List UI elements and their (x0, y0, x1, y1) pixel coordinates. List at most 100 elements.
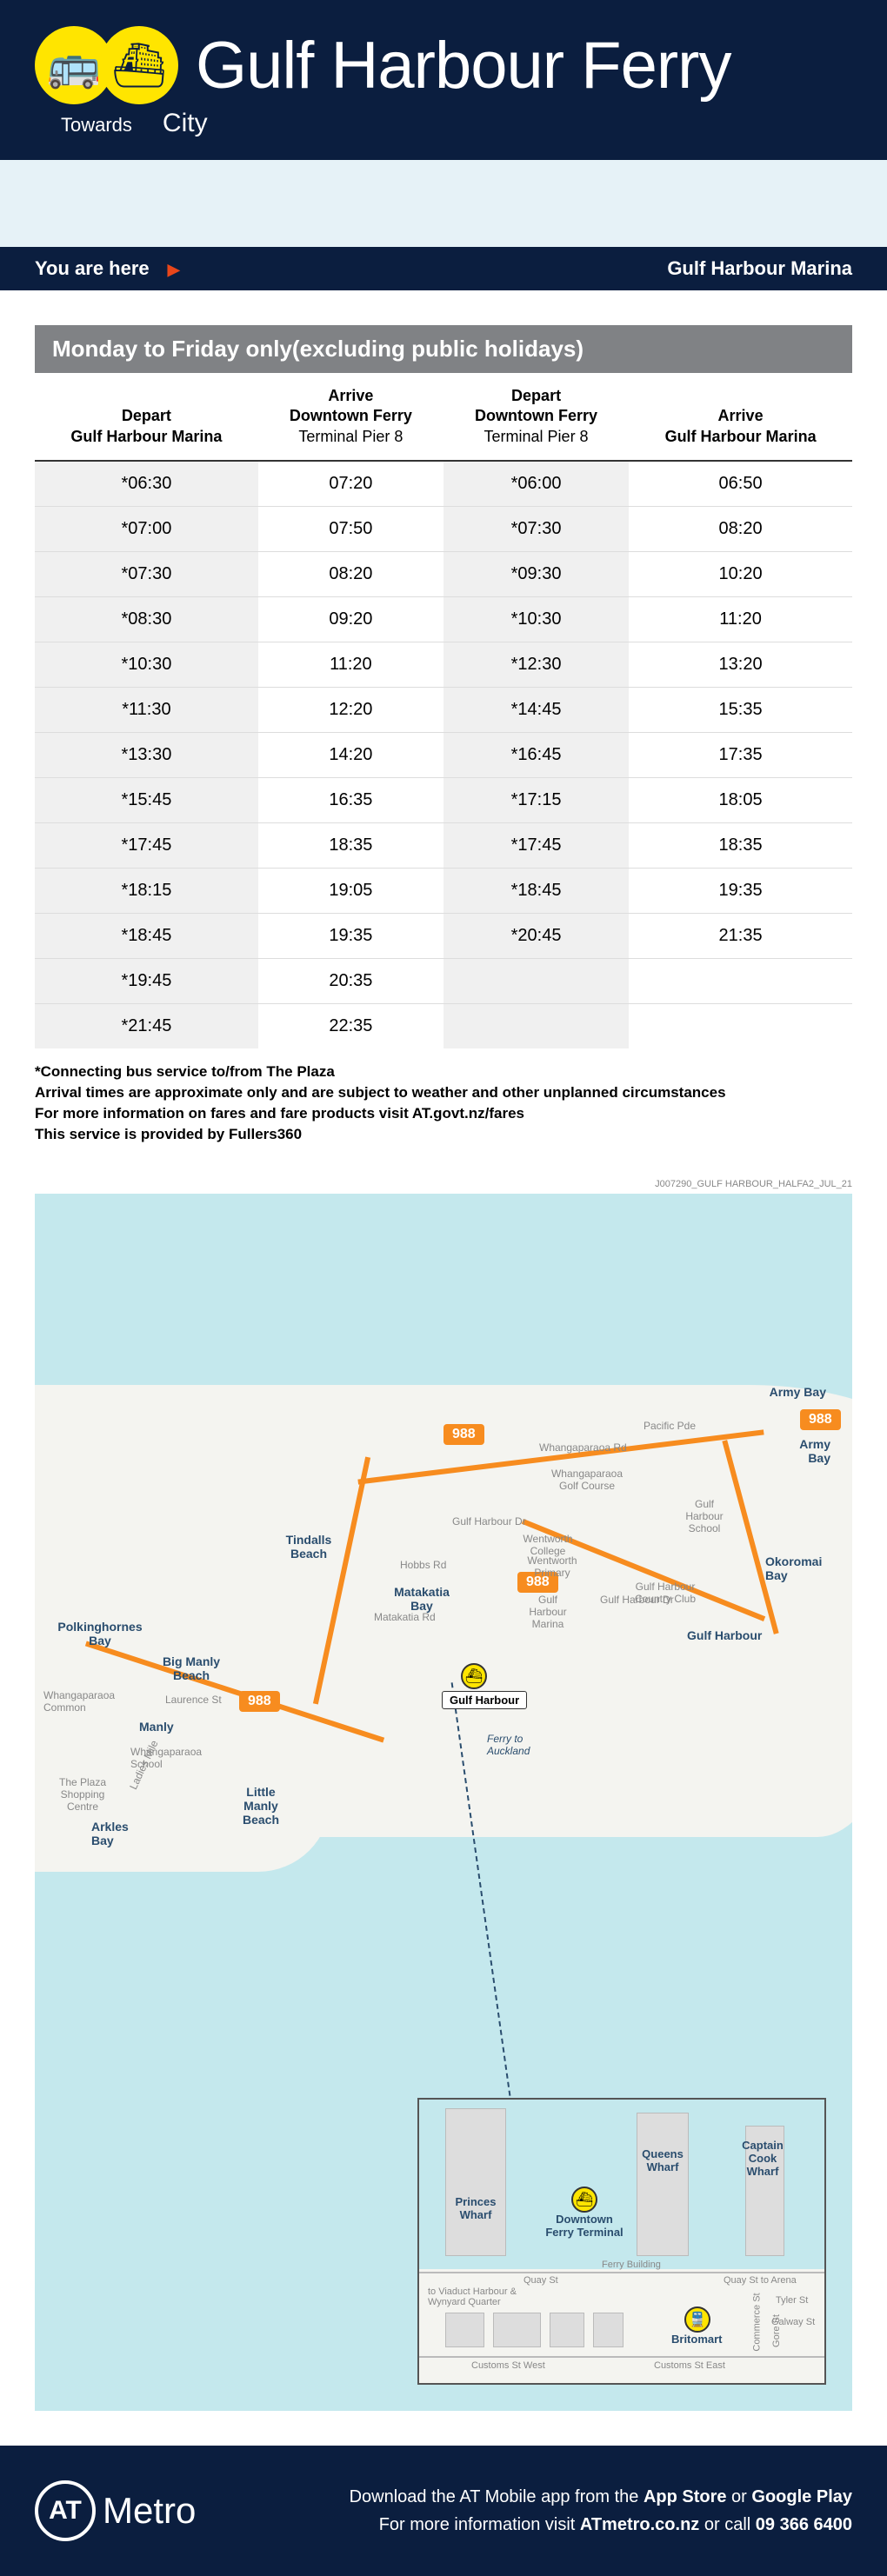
timetable-row: *11:3012:20*14:4515:35 (35, 688, 852, 733)
timetable-cell: 12:20 (258, 688, 444, 733)
inset-label: Britomart (671, 2333, 723, 2346)
ferry-icon: ⛴ (100, 26, 178, 104)
timetable-cell: *18:45 (35, 914, 258, 959)
timetable-cell: *18:45 (444, 869, 629, 914)
timetable: DepartGulf Harbour MarinaArriveDowntown … (35, 373, 852, 1048)
footer-text-part: or call (699, 2515, 755, 2534)
timetable-cell: *12:30 (444, 642, 629, 688)
timetable-cell: *07:30 (444, 507, 629, 552)
road-label: Hobbs Rd (400, 1559, 446, 1571)
place-label: Army Bay (770, 1385, 826, 1399)
timetable-cell: *10:30 (444, 597, 629, 642)
timetable-cell: *06:30 (35, 461, 258, 507)
route-title: Gulf Harbour Ferry (196, 28, 731, 103)
timetable-cell: *21:45 (35, 1004, 258, 1049)
poi-label: Gulf Harbour School (678, 1498, 730, 1534)
timetable-cell: 11:20 (629, 597, 852, 642)
poi-label: The Plaza Shopping Centre (52, 1776, 113, 1813)
timetable-row: *10:3011:20*12:3013:20 (35, 642, 852, 688)
footer-text-part: Download the AT Mobile app from the (350, 2487, 644, 2506)
inset-block (445, 2313, 484, 2347)
footer-text-part: or (727, 2487, 752, 2506)
timetable-cell: *17:45 (35, 823, 258, 869)
inset-block (550, 2313, 584, 2347)
timetable-cell: *17:15 (444, 778, 629, 823)
route-badge: 988 (800, 1409, 841, 1430)
timetable-row: *07:0007:50*07:3008:20 (35, 507, 852, 552)
inset-street-label: Commerce St (752, 2293, 763, 2352)
timetable-row: *06:3007:20*06:0006:50 (35, 461, 852, 507)
timetable-cell (444, 959, 629, 1004)
towards-label: Towards (61, 114, 132, 136)
timetable-cell: 22:35 (258, 1004, 444, 1049)
timetable-cell: 14:20 (258, 733, 444, 778)
timetable-cell: 16:35 (258, 778, 444, 823)
footer-text-part: For more information visit (379, 2515, 580, 2534)
timetable-cell (444, 1004, 629, 1049)
timetable-cell (629, 959, 852, 1004)
timetable-column-header: ArriveDowntown FerryTerminal Pier 8 (258, 373, 444, 461)
footer-text-bold: 09 366 6400 (756, 2515, 852, 2534)
timetable-cell: *06:00 (444, 461, 629, 507)
note-line: *Connecting bus service to/from The Plaz… (35, 1062, 852, 1082)
inset-wharf (637, 2113, 689, 2256)
timetable-column-header: ArriveGulf Harbour Marina (629, 373, 852, 461)
spacer (0, 160, 887, 247)
timetable-title: Monday to Friday only(excluding public h… (35, 325, 852, 373)
route-badge: 988 (239, 1691, 280, 1712)
header: 🚌 ⛴ Gulf Harbour Ferry Towards City (0, 0, 887, 160)
note-line: Arrival times are approximate only and a… (35, 1082, 852, 1103)
inset-wharf (445, 2108, 506, 2256)
timetable-cell: *13:30 (35, 733, 258, 778)
timetable-body: *06:3007:20*06:0006:50*07:0007:50*07:300… (35, 461, 852, 1048)
inset-label: Queens Wharf (637, 2147, 689, 2173)
timetable-cell: *18:15 (35, 869, 258, 914)
route-badge: 988 (444, 1424, 484, 1445)
place-label: Polkinghornes Bay (52, 1620, 148, 1647)
timetable-cell: 20:35 (258, 959, 444, 1004)
document-code: J007290_GULF HARBOUR_HALFA2_JUL_21 (0, 1179, 887, 1194)
timetable-cell: 13:20 (629, 642, 852, 688)
timetable-cell: 18:05 (629, 778, 852, 823)
timetable-column-header: DepartGulf Harbour Marina (35, 373, 258, 461)
metro-brand: Metro (103, 2490, 196, 2532)
poi-label: Gulf Harbour Country Club (626, 1581, 704, 1605)
footer: AT Metro Download the AT Mobile app from… (0, 2446, 887, 2576)
timetable-cell: 08:20 (258, 552, 444, 597)
inset-label: Downtown Ferry Terminal (541, 2213, 628, 2239)
inset-street-label: Customs St East (654, 2360, 725, 2371)
inset-label: Princes Wharf (445, 2195, 506, 2221)
road-label: Gulf Harbour Dr (452, 1515, 526, 1528)
timetable-cell: 19:05 (258, 869, 444, 914)
footer-line-1: Download the AT Mobile app from the App … (350, 2483, 852, 2511)
you-are-here-label: You are here ▶ (35, 257, 180, 280)
timetable-row: *15:4516:35*17:1518:05 (35, 778, 852, 823)
poi-label: Wentworth College (517, 1533, 578, 1557)
poi-label: Wentworth Primary (522, 1554, 583, 1579)
timetable-cell: *07:30 (35, 552, 258, 597)
footer-text: Download the AT Mobile app from the App … (350, 2483, 852, 2539)
timetable-header-row: DepartGulf Harbour MarinaArriveDowntown … (35, 373, 852, 461)
timetable-row: *13:3014:20*16:4517:35 (35, 733, 852, 778)
footer-line-2: For more information visit ATmetro.co.nz… (350, 2511, 852, 2539)
timetable-cell: *09:30 (444, 552, 629, 597)
timetable-row: *19:4520:35 (35, 959, 852, 1004)
timetable-cell: 07:50 (258, 507, 444, 552)
timetable-cell: 19:35 (629, 869, 852, 914)
inset-street-label: Quay St to Arena (724, 2275, 797, 2286)
you-are-here-text: You are here (35, 257, 150, 279)
timetable-cell: *14:45 (444, 688, 629, 733)
towards-value: City (163, 109, 208, 138)
timetable-row: *17:4518:35*17:4518:35 (35, 823, 852, 869)
timetable-cell (629, 1004, 852, 1049)
timetable-cell: *10:30 (35, 642, 258, 688)
poi-label: Gulf Harbour Marina (522, 1594, 574, 1630)
timetable-cell: 18:35 (629, 823, 852, 869)
timetable-cell: 17:35 (629, 733, 852, 778)
location-bar: You are here ▶ Gulf Harbour Marina (0, 247, 887, 290)
place-label: Manly (139, 1720, 174, 1734)
road-label: Laurence St (165, 1694, 222, 1706)
mode-icons: 🚌 ⛴ (35, 26, 178, 104)
timetable-cell: 19:35 (258, 914, 444, 959)
stop-name: Gulf Harbour Marina (667, 257, 852, 280)
